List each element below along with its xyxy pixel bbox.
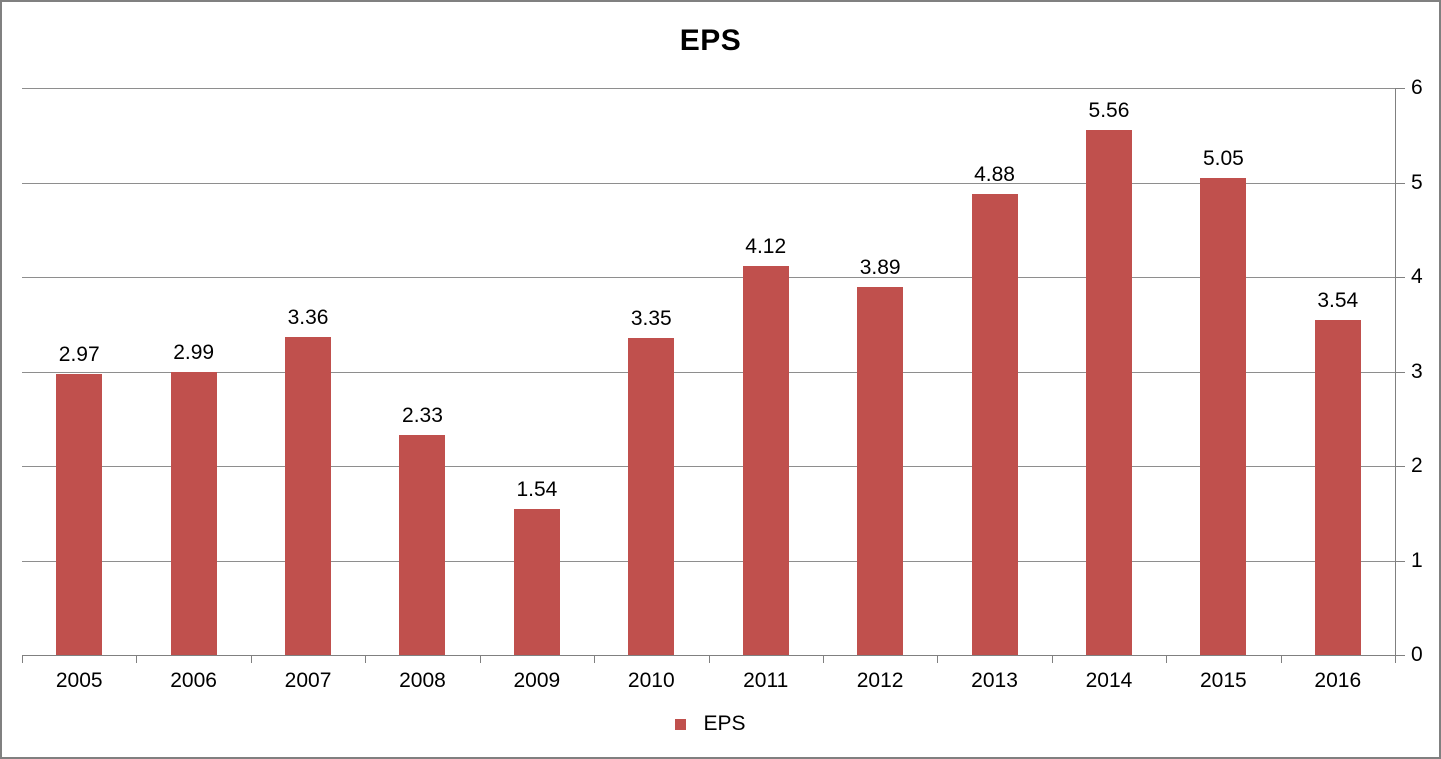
x-axis-category-label: 2006 xyxy=(170,669,217,692)
bar-value-label: 3.36 xyxy=(287,306,329,330)
x-axis-category-label: 2015 xyxy=(1200,669,1247,692)
bar-value-label: 3.54 xyxy=(1317,289,1359,313)
x-axis-category-label: 2010 xyxy=(627,669,675,692)
gridline xyxy=(22,560,1395,562)
y-axis-tick-label: 2 xyxy=(1411,454,1423,477)
bar-value-label: 2.33 xyxy=(402,403,443,427)
bar-value-label: 4.88 xyxy=(974,162,1015,186)
bar-value-label: 1.54 xyxy=(516,478,558,502)
plot-area: 0 1 2 3 4 5 6 2.97 2005 2.99 2006 3.36 2007 2.33 2008 1… xyxy=(22,76,1423,692)
bar-2010 xyxy=(628,338,675,655)
x-axis-category-label: 2009 xyxy=(513,669,561,692)
x-axis-tick xyxy=(594,655,596,663)
legend-label: EPS xyxy=(703,712,746,735)
y-axis-tick xyxy=(1395,371,1405,373)
y-axis-tick-label: 5 xyxy=(1411,170,1423,194)
gridline xyxy=(22,88,1395,89)
bar-2015 xyxy=(1200,177,1247,655)
x-axis-category-label: 2013 xyxy=(971,669,1018,692)
bar-value-label: 5.05 xyxy=(1202,146,1244,170)
x-axis-category-label: 2008 xyxy=(399,669,446,692)
x-axis-tick xyxy=(1051,655,1053,663)
bar-value-label: 3.35 xyxy=(630,307,672,331)
bar-value-label: 2.99 xyxy=(173,341,215,365)
y-axis-tick-label: 0 xyxy=(1411,643,1423,666)
bar-2012 xyxy=(857,287,904,655)
x-axis-category-label: 2012 xyxy=(856,669,904,692)
bar-2014 xyxy=(1085,129,1132,655)
x-axis-category-label: 2011 xyxy=(743,669,789,692)
x-axis-category-label: 2016 xyxy=(1314,669,1362,692)
x-axis-tick xyxy=(1395,655,1396,663)
bar-2013 xyxy=(971,193,1018,655)
x-axis-category-label: 2014 xyxy=(1085,669,1133,692)
bar-2009 xyxy=(513,509,560,655)
bar-2007 xyxy=(285,337,332,655)
gridline xyxy=(22,371,1395,373)
x-axis-tick xyxy=(22,655,23,663)
x-axis-tick xyxy=(250,655,252,663)
bar-2016 xyxy=(1314,320,1361,655)
bar-value-label: 5.56 xyxy=(1088,98,1130,122)
gridline xyxy=(22,277,1395,278)
x-axis-category-label: 2007 xyxy=(284,669,332,692)
y-axis-tick-label: 6 xyxy=(1411,76,1423,99)
legend: EPS xyxy=(2,712,1419,736)
y-axis-tick xyxy=(1395,88,1405,89)
x-axis-tick xyxy=(365,655,367,663)
y-axis-tick xyxy=(1395,655,1405,656)
bar-value-label: 4.12 xyxy=(745,234,787,258)
chart-title: EPS xyxy=(679,24,742,57)
bar-value-label: 2.97 xyxy=(58,343,100,367)
y-axis-tick-label: 4 xyxy=(1411,265,1423,288)
bar-2006 xyxy=(170,372,217,655)
y-axis-tick-label: 3 xyxy=(1411,359,1423,383)
y-axis-tick-label: 1 xyxy=(1411,548,1423,572)
x-axis-category-label: 2005 xyxy=(55,669,103,692)
x-axis-tick xyxy=(708,655,710,663)
bar-2005 xyxy=(56,374,103,655)
x-axis-tick xyxy=(479,655,481,663)
y-axis-tick xyxy=(1395,466,1405,467)
x-axis-tick xyxy=(136,655,138,663)
bar-2008 xyxy=(399,434,446,655)
x-axis-tick xyxy=(937,655,939,663)
bar-value-label: 3.89 xyxy=(859,256,901,280)
legend-marker-icon xyxy=(675,718,687,730)
x-axis-tick xyxy=(1166,655,1168,663)
bar-2011 xyxy=(742,265,789,655)
x-axis-tick xyxy=(1280,655,1282,663)
x-axis-tick xyxy=(822,655,824,663)
gridline xyxy=(22,182,1395,184)
y-axis-tick xyxy=(1395,182,1405,184)
y-axis-tick xyxy=(1395,560,1405,562)
y-axis-tick xyxy=(1395,277,1405,278)
gridline xyxy=(22,466,1395,467)
